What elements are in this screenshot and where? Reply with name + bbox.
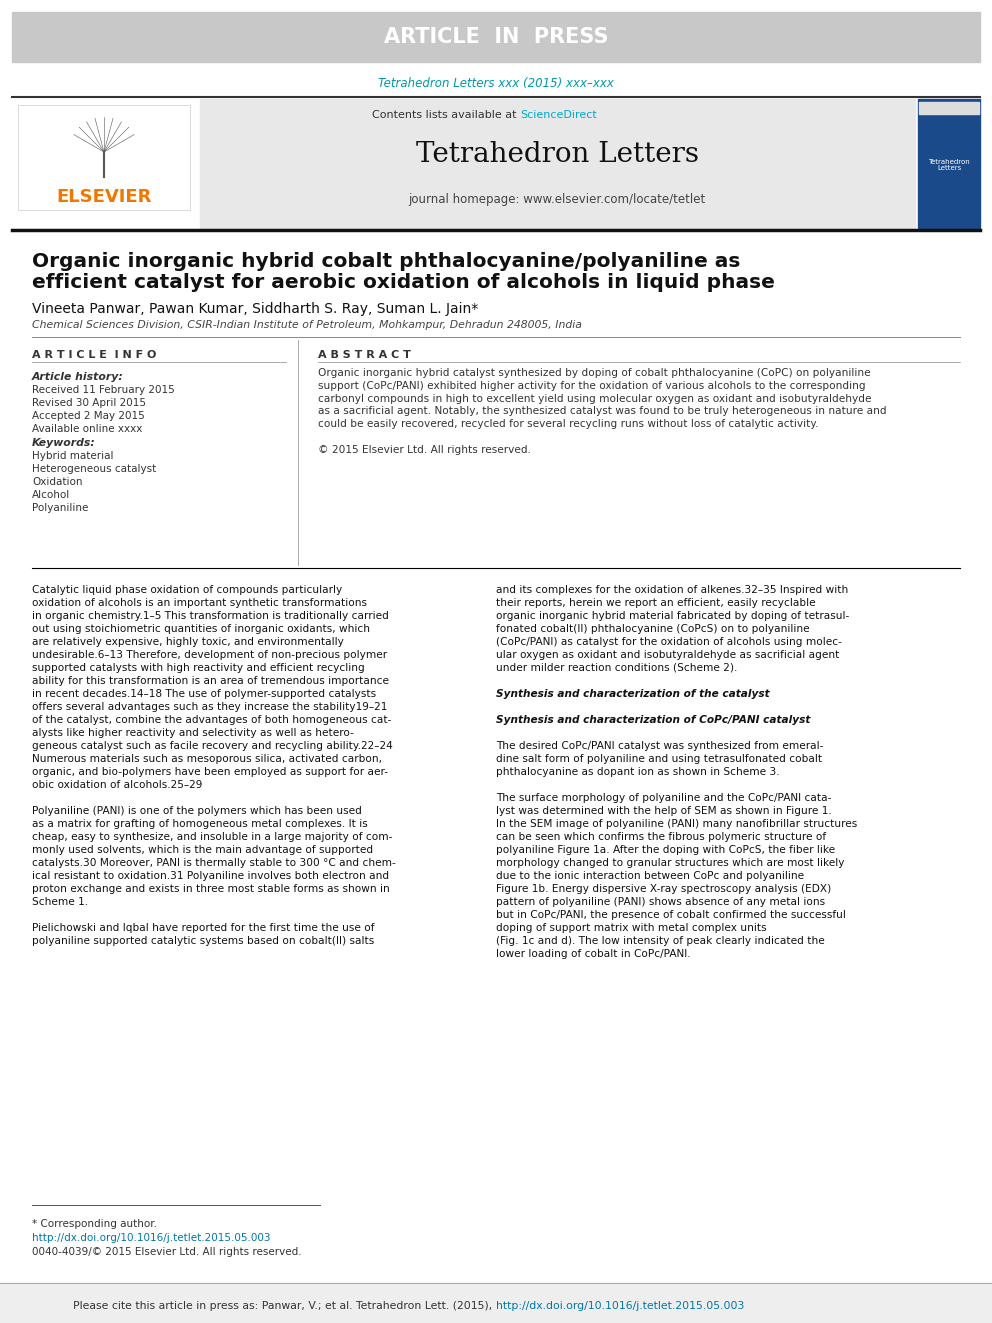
Text: ular oxygen as oxidant and isobutyraldehyde as sacrificial agent: ular oxygen as oxidant and isobutyraldeh… bbox=[496, 650, 839, 660]
Text: polyaniline supported catalytic systems based on cobalt(II) salts: polyaniline supported catalytic systems … bbox=[32, 935, 374, 946]
Text: Organic inorganic hybrid catalyst synthesized by doping of cobalt phthalocyanine: Organic inorganic hybrid catalyst synthe… bbox=[318, 368, 871, 378]
Text: obic oxidation of alcohols.25–29: obic oxidation of alcohols.25–29 bbox=[32, 781, 202, 790]
Text: oxidation of alcohols is an important synthetic transformations: oxidation of alcohols is an important sy… bbox=[32, 598, 367, 609]
Text: Synthesis and characterization of the catalyst: Synthesis and characterization of the ca… bbox=[496, 689, 770, 699]
Bar bbox=[12, 12, 980, 62]
Text: Scheme 1.: Scheme 1. bbox=[32, 897, 88, 908]
Text: monly used solvents, which is the main advantage of supported: monly used solvents, which is the main a… bbox=[32, 845, 373, 855]
Bar bbox=[200, 99, 915, 228]
Bar bbox=[18, 105, 190, 210]
Text: Hybrid material: Hybrid material bbox=[32, 451, 113, 460]
Text: offers several advantages such as they increase the stability19–21: offers several advantages such as they i… bbox=[32, 703, 387, 712]
Text: morphology changed to granular structures which are most likely: morphology changed to granular structure… bbox=[496, 859, 844, 868]
Text: Available online xxxx: Available online xxxx bbox=[32, 423, 143, 434]
Text: phthalocyanine as dopant ion as shown in Scheme 3.: phthalocyanine as dopant ion as shown in… bbox=[496, 767, 780, 777]
Text: dine salt form of polyaniline and using tetrasulfonated cobalt: dine salt form of polyaniline and using … bbox=[496, 754, 822, 763]
Text: of the catalyst, combine the advantages of both homogeneous cat-: of the catalyst, combine the advantages … bbox=[32, 714, 392, 725]
Text: Figure 1b. Energy dispersive X-ray spectroscopy analysis (EDX): Figure 1b. Energy dispersive X-ray spect… bbox=[496, 884, 831, 894]
Text: their reports, herein we report an efficient, easily recyclable: their reports, herein we report an effic… bbox=[496, 598, 815, 609]
Text: Catalytic liquid phase oxidation of compounds particularly: Catalytic liquid phase oxidation of comp… bbox=[32, 585, 342, 595]
Text: Vineeta Panwar, Pawan Kumar, Siddharth S. Ray, Suman L. Jain*: Vineeta Panwar, Pawan Kumar, Siddharth S… bbox=[32, 302, 478, 316]
Text: Please cite this article in press as: Panwar, V.; et al. Tetrahedron Lett. (2015: Please cite this article in press as: Pa… bbox=[73, 1301, 496, 1311]
Text: http://dx.doi.org/10.1016/j.tetlet.2015.05.003: http://dx.doi.org/10.1016/j.tetlet.2015.… bbox=[32, 1233, 271, 1244]
Text: ELSEVIER: ELSEVIER bbox=[57, 188, 152, 206]
Text: but in CoPc/PANI, the presence of cobalt confirmed the successful: but in CoPc/PANI, the presence of cobalt… bbox=[496, 910, 846, 919]
Text: as a matrix for grafting of homogeneous metal complexes. It is: as a matrix for grafting of homogeneous … bbox=[32, 819, 368, 830]
Text: lower loading of cobalt in CoPc/PANI.: lower loading of cobalt in CoPc/PANI. bbox=[496, 949, 690, 959]
Text: ical resistant to oxidation.31 Polyaniline involves both electron and: ical resistant to oxidation.31 Polyanili… bbox=[32, 871, 389, 881]
Text: Numerous materials such as mesoporous silica, activated carbon,: Numerous materials such as mesoporous si… bbox=[32, 754, 382, 763]
Text: Article history:: Article history: bbox=[32, 372, 124, 382]
Text: can be seen which confirms the fibrous polymeric structure of: can be seen which confirms the fibrous p… bbox=[496, 832, 826, 841]
Text: The surface morphology of polyaniline and the CoPc/PANI cata-: The surface morphology of polyaniline an… bbox=[496, 792, 831, 803]
Text: ScienceDirect: ScienceDirect bbox=[520, 110, 597, 120]
Text: Chemical Sciences Division, CSIR-Indian Institute of Petroleum, Mohkampur, Dehra: Chemical Sciences Division, CSIR-Indian … bbox=[32, 320, 582, 329]
Text: are relatively expensive, highly toxic, and environmentally: are relatively expensive, highly toxic, … bbox=[32, 636, 344, 647]
Text: Tetrahedron
Letters: Tetrahedron Letters bbox=[929, 159, 970, 172]
Text: out using stoichiometric quantities of inorganic oxidants, which: out using stoichiometric quantities of i… bbox=[32, 624, 370, 634]
Bar bbox=[918, 99, 980, 228]
Text: ARTICLE  IN  PRESS: ARTICLE IN PRESS bbox=[384, 26, 608, 48]
Text: Oxidation: Oxidation bbox=[32, 478, 82, 487]
Text: in recent decades.14–18 The use of polymer-supported catalysts: in recent decades.14–18 The use of polym… bbox=[32, 689, 376, 699]
Text: Tetrahedron Letters xxx (2015) xxx–xxx: Tetrahedron Letters xxx (2015) xxx–xxx bbox=[378, 77, 614, 90]
Text: Contents lists available at: Contents lists available at bbox=[372, 110, 520, 120]
Text: (CoPc/PANI) as catalyst for the oxidation of alcohols using molec-: (CoPc/PANI) as catalyst for the oxidatio… bbox=[496, 636, 842, 647]
Text: support (CoPc/PANI) exhibited higher activity for the oxidation of various alcoh: support (CoPc/PANI) exhibited higher act… bbox=[318, 381, 866, 390]
Text: Tetrahedron Letters: Tetrahedron Letters bbox=[416, 142, 698, 168]
Text: Accepted 2 May 2015: Accepted 2 May 2015 bbox=[32, 411, 145, 421]
Text: and its complexes for the oxidation of alkenes.32–35 Inspired with: and its complexes for the oxidation of a… bbox=[496, 585, 848, 595]
Text: Alcohol: Alcohol bbox=[32, 490, 70, 500]
Text: fonated cobalt(II) phthalocyanine (CoPcS) on to polyaniline: fonated cobalt(II) phthalocyanine (CoPcS… bbox=[496, 624, 809, 634]
Text: organic inorganic hybrid material fabricated by doping of tetrasul-: organic inorganic hybrid material fabric… bbox=[496, 611, 849, 620]
Text: due to the ionic interaction between CoPc and polyaniline: due to the ionic interaction between CoP… bbox=[496, 871, 805, 881]
Text: 0040-4039/© 2015 Elsevier Ltd. All rights reserved.: 0040-4039/© 2015 Elsevier Ltd. All right… bbox=[32, 1248, 302, 1257]
Text: Heterogeneous catalyst: Heterogeneous catalyst bbox=[32, 464, 157, 474]
Text: ability for this transformation is an area of tremendous importance: ability for this transformation is an ar… bbox=[32, 676, 389, 687]
Text: journal homepage: www.elsevier.com/locate/tetlet: journal homepage: www.elsevier.com/locat… bbox=[409, 193, 705, 206]
Text: undesirable.6–13 Therefore, development of non-precious polymer: undesirable.6–13 Therefore, development … bbox=[32, 650, 387, 660]
Text: Revised 30 April 2015: Revised 30 April 2015 bbox=[32, 398, 146, 407]
Text: as a sacrificial agent. Notably, the synthesized catalyst was found to be truly : as a sacrificial agent. Notably, the syn… bbox=[318, 406, 887, 417]
Bar bbox=[0, 1283, 992, 1323]
Text: alysts like higher reactivity and selectivity as well as hetero-: alysts like higher reactivity and select… bbox=[32, 728, 354, 738]
Text: A B S T R A C T: A B S T R A C T bbox=[318, 351, 411, 360]
Text: cheap, easy to synthesize, and insoluble in a large majority of com-: cheap, easy to synthesize, and insoluble… bbox=[32, 832, 393, 841]
Text: Keywords:: Keywords: bbox=[32, 438, 96, 448]
Text: under milder reaction conditions (Scheme 2).: under milder reaction conditions (Scheme… bbox=[496, 663, 737, 673]
Text: http://dx.doi.org/10.1016/j.tetlet.2015.05.003: http://dx.doi.org/10.1016/j.tetlet.2015.… bbox=[496, 1301, 744, 1311]
Text: organic, and bio-polymers have been employed as support for aer-: organic, and bio-polymers have been empl… bbox=[32, 767, 388, 777]
Bar bbox=[919, 102, 979, 114]
Text: pattern of polyaniline (PANI) shows absence of any metal ions: pattern of polyaniline (PANI) shows abse… bbox=[496, 897, 825, 908]
Text: efficient catalyst for aerobic oxidation of alcohols in liquid phase: efficient catalyst for aerobic oxidation… bbox=[32, 273, 775, 292]
Text: could be easily recovered, recycled for several recycling runs without loss of c: could be easily recovered, recycled for … bbox=[318, 419, 818, 429]
Text: (Fig. 1c and d). The low intensity of peak clearly indicated the: (Fig. 1c and d). The low intensity of pe… bbox=[496, 935, 824, 946]
Text: carbonyl compounds in high to excellent yield using molecular oxygen as oxidant : carbonyl compounds in high to excellent … bbox=[318, 394, 872, 404]
Text: Polyaniline (PANI) is one of the polymers which has been used: Polyaniline (PANI) is one of the polymer… bbox=[32, 806, 362, 816]
Text: in organic chemistry.1–5 This transformation is traditionally carried: in organic chemistry.1–5 This transforma… bbox=[32, 611, 389, 620]
Text: Received 11 February 2015: Received 11 February 2015 bbox=[32, 385, 175, 396]
Text: Synthesis and characterization of CoPc/PANI catalyst: Synthesis and characterization of CoPc/P… bbox=[496, 714, 810, 725]
Text: Organic inorganic hybrid cobalt phthalocyanine/polyaniline as: Organic inorganic hybrid cobalt phthaloc… bbox=[32, 251, 740, 271]
Text: © 2015 Elsevier Ltd. All rights reserved.: © 2015 Elsevier Ltd. All rights reserved… bbox=[318, 445, 531, 455]
Text: * Corresponding author.: * Corresponding author. bbox=[32, 1218, 157, 1229]
Text: Pielichowski and Iqbal have reported for the first time the use of: Pielichowski and Iqbal have reported for… bbox=[32, 923, 375, 933]
Text: catalysts.30 Moreover, PANI is thermally stable to 300 °C and chem-: catalysts.30 Moreover, PANI is thermally… bbox=[32, 859, 396, 868]
Text: polyaniline Figure 1a. After the doping with CoPcS, the fiber like: polyaniline Figure 1a. After the doping … bbox=[496, 845, 835, 855]
Text: proton exchange and exists in three most stable forms as shown in: proton exchange and exists in three most… bbox=[32, 884, 390, 894]
Text: A R T I C L E  I N F O: A R T I C L E I N F O bbox=[32, 351, 157, 360]
Text: Polyaniline: Polyaniline bbox=[32, 503, 88, 513]
Text: doping of support matrix with metal complex units: doping of support matrix with metal comp… bbox=[496, 923, 767, 933]
Text: In the SEM image of polyaniline (PANI) many nanofibrillar structures: In the SEM image of polyaniline (PANI) m… bbox=[496, 819, 857, 830]
Text: geneous catalyst such as facile recovery and recycling ability.22–24: geneous catalyst such as facile recovery… bbox=[32, 741, 393, 751]
Text: The desired CoPc/PANI catalyst was synthesized from emeral-: The desired CoPc/PANI catalyst was synth… bbox=[496, 741, 823, 751]
Text: lyst was determined with the help of SEM as shown in Figure 1.: lyst was determined with the help of SEM… bbox=[496, 806, 831, 816]
Text: supported catalysts with high reactivity and efficient recycling: supported catalysts with high reactivity… bbox=[32, 663, 365, 673]
